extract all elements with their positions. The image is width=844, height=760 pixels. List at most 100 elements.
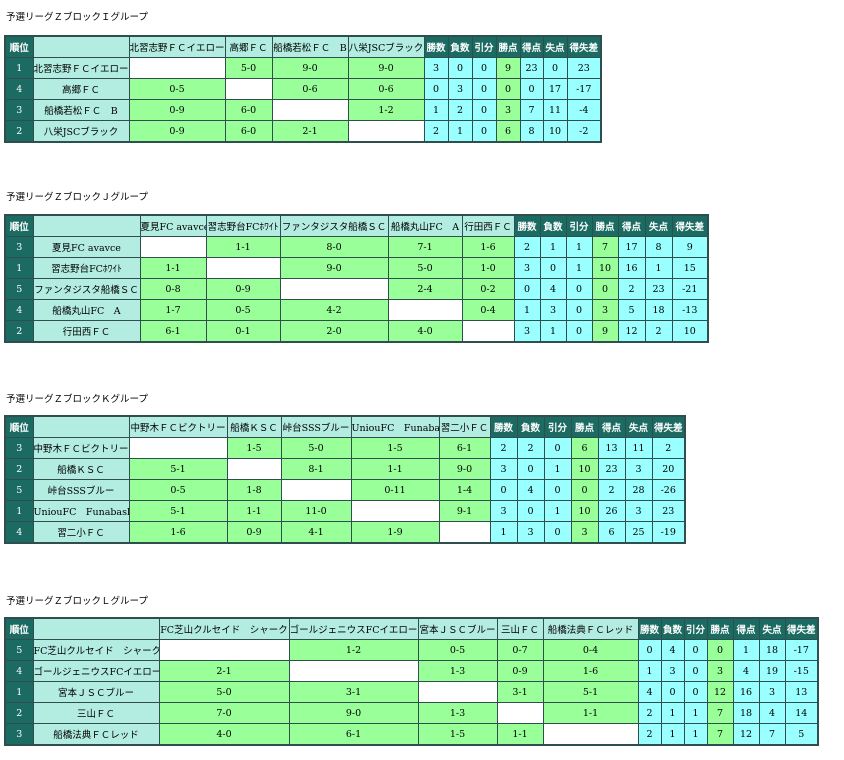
match-result-cell: 1-6 — [461, 236, 515, 258]
points-cell: 6 — [570, 437, 599, 459]
header-points: 勝点 — [495, 35, 521, 58]
goal-difference-cell: 14 — [784, 702, 819, 724]
goals-against-cell: 3 — [758, 681, 786, 703]
team-name-cell: 船橋若松ＦＣ B — [32, 99, 130, 121]
goal-difference-cell: 2 — [651, 437, 686, 459]
losses-cell: 4 — [660, 639, 685, 661]
match-result-cell: 0-2 — [461, 278, 515, 300]
goal-difference-cell: 5 — [784, 723, 819, 746]
match-result-cell: 4-0 — [158, 723, 290, 746]
team-name-cell: 中野木ＦＣビクトリー — [32, 437, 130, 459]
points-cell: 0 — [706, 639, 734, 661]
rank-cell: 1 — [4, 57, 34, 79]
rank-cell: 4 — [4, 660, 34, 682]
losses-cell: 1 — [539, 320, 567, 343]
header-draws: 引分 — [683, 617, 708, 640]
goals-for-cell: 6 — [597, 521, 626, 544]
self-match-cell — [226, 458, 282, 480]
goals-against-cell: 18 — [644, 299, 673, 321]
match-result-cell: 5-1 — [128, 458, 228, 480]
match-result-cell: 2-1 — [271, 120, 349, 143]
team-name-cell: 峠台SSSブルー — [32, 479, 130, 501]
draws-cell: 1 — [683, 702, 708, 724]
goal-difference-cell: -19 — [651, 521, 686, 544]
wins-cell: 1 — [637, 660, 662, 682]
match-result-cell: 0-1 — [205, 320, 281, 343]
goals-for-cell: 16 — [732, 681, 760, 703]
team-name-cell: 夏見FC avavce — [32, 236, 141, 258]
header-opponent: 船橋丸山FC A — [387, 214, 463, 237]
team-name-cell: 北習志野ＦＣイエロー — [32, 57, 130, 79]
match-result-cell: 4-2 — [279, 299, 389, 321]
wins-cell: 3 — [423, 57, 449, 79]
header-rank: 順位 — [4, 415, 34, 438]
header-opponent: 北習志野ＦＣイエロー — [128, 35, 226, 58]
self-match-cell — [128, 57, 226, 79]
rank-cell: 4 — [4, 78, 34, 100]
header-opponent: 八栄JSCブラック — [347, 35, 425, 58]
match-result-cell: 9-0 — [347, 57, 425, 79]
losses-cell: 2 — [516, 437, 545, 459]
draws-cell: 0 — [471, 78, 497, 100]
match-result-cell: 0-9 — [496, 660, 544, 682]
table-row: 1 UniouFC Funabashi 5-1 1-1 11-0 9-1 3 0 1 10 26 3 2… — [4, 500, 686, 522]
header-team-blank — [32, 617, 160, 640]
header-opponent: FC芝山クルセイド シャーク — [158, 617, 290, 640]
match-result-cell: 9-0 — [279, 257, 389, 279]
goal-difference-cell: -17 — [784, 639, 819, 661]
rank-cell: 3 — [4, 723, 34, 746]
goals-for-cell: 0 — [519, 78, 544, 100]
header-points: 勝点 — [706, 617, 734, 640]
wins-cell: 2 — [637, 702, 662, 724]
team-name-cell: FC芝山クルセイド シャーク — [32, 639, 160, 661]
match-result-cell: 6-1 — [288, 723, 419, 746]
self-match-cell — [387, 299, 463, 321]
header-opponent: 三山ＦＣ — [496, 617, 544, 640]
match-result-cell: 1-1 — [205, 236, 281, 258]
match-result-cell: 1-5 — [226, 437, 282, 459]
header-opponent: 峠台SSSブルー — [280, 415, 352, 438]
draws-cell: 1 — [565, 236, 593, 258]
match-result-cell: 1-1 — [350, 458, 440, 480]
goals-against-cell: 3 — [624, 458, 653, 480]
match-result-cell: 8-0 — [279, 236, 389, 258]
table-row: 2 三山ＦＣ 7-0 9-0 1-3 1-1 2 1 1 7 18 4 14 — [4, 702, 819, 724]
rank-cell: 1 — [4, 257, 34, 279]
match-result-cell: 1-3 — [417, 702, 498, 724]
goal-difference-cell: -4 — [566, 99, 602, 121]
wins-cell: 3 — [513, 320, 541, 343]
team-name-cell: ゴールジェニウスFCイエロー — [32, 660, 160, 682]
header-losses: 負数 — [516, 415, 545, 438]
rank-cell: 2 — [4, 702, 34, 724]
points-cell: 0 — [591, 278, 619, 300]
header-team-blank — [32, 35, 130, 58]
standings-table: 順位 FC芝山クルセイド シャーク ゴールジェニウスFCイエロー 宮本ＪＳＣブルー 三山… — [4, 617, 819, 746]
points-cell: 7 — [706, 723, 734, 746]
goal-difference-cell: 9 — [671, 236, 709, 258]
goals-against-cell: 25 — [624, 521, 653, 544]
match-result-cell: 0-5 — [128, 78, 226, 100]
losses-cell: 3 — [447, 78, 473, 100]
header-team-blank — [32, 415, 130, 438]
match-result-cell: 9-0 — [288, 702, 419, 724]
goal-difference-cell: -2 — [566, 120, 602, 143]
wins-cell: 0 — [513, 278, 541, 300]
header-wins: 勝数 — [489, 415, 518, 438]
header-gf: 得点 — [519, 35, 544, 58]
match-result-cell: 5-0 — [280, 437, 352, 459]
rank-cell: 2 — [4, 320, 34, 343]
rank-cell: 2 — [4, 120, 34, 143]
draws-cell: 0 — [565, 278, 593, 300]
self-match-cell — [347, 120, 425, 143]
rank-cell: 4 — [4, 299, 34, 321]
match-result-cell: 1-8 — [226, 479, 282, 501]
self-match-cell — [438, 521, 491, 544]
goal-difference-cell: -13 — [671, 299, 709, 321]
team-name-cell: 習志野台FCﾎﾜｲﾄ — [32, 257, 141, 279]
wins-cell: 4 — [637, 681, 662, 703]
goals-for-cell: 12 — [617, 320, 646, 343]
match-result-cell: 1-3 — [417, 660, 498, 682]
header-opponent: 船橋若松ＦＣ B — [271, 35, 349, 58]
rank-cell: 3 — [4, 99, 34, 121]
